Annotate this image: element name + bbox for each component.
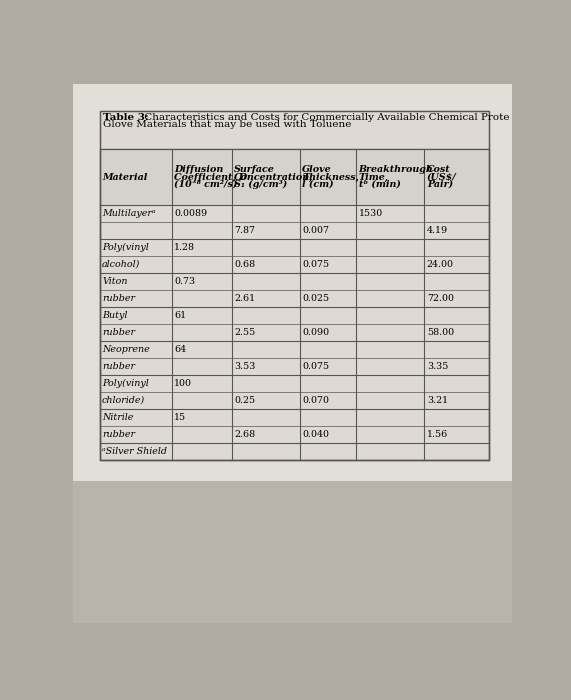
Text: 4.19: 4.19	[427, 226, 448, 235]
Text: 1.56: 1.56	[427, 430, 448, 439]
Text: 0.075: 0.075	[302, 260, 329, 269]
Text: Pair): Pair)	[427, 180, 453, 189]
Text: Coefficient, D: Coefficient, D	[174, 173, 247, 182]
Text: 2.61: 2.61	[234, 294, 255, 303]
Text: 0.040: 0.040	[302, 430, 329, 439]
Text: 0.0089: 0.0089	[174, 209, 207, 218]
Text: Breakthrough: Breakthrough	[359, 165, 433, 174]
Text: 0.68: 0.68	[234, 260, 255, 269]
Text: Thickness,: Thickness,	[302, 173, 359, 182]
Bar	[73, 84, 513, 480]
Text: rubber: rubber	[102, 294, 135, 303]
Text: 0.007: 0.007	[302, 226, 329, 235]
Text: Viton: Viton	[102, 277, 127, 286]
Text: 15: 15	[174, 413, 186, 422]
Text: 61: 61	[174, 311, 186, 320]
Text: Glove Materials that may be used with Toluene: Glove Materials that may be used with To…	[103, 120, 351, 130]
Text: Multilayerᵃ: Multilayerᵃ	[102, 209, 155, 218]
Text: Concentration,: Concentration,	[234, 173, 313, 182]
Text: 1.28: 1.28	[174, 243, 195, 252]
Text: rubber: rubber	[102, 328, 135, 337]
Text: tᵇ (min): tᵇ (min)	[359, 180, 401, 189]
Text: Material: Material	[102, 173, 147, 182]
Text: 3.35: 3.35	[427, 362, 448, 371]
Text: 0.025: 0.025	[302, 294, 329, 303]
Text: Poly(vinyl: Poly(vinyl	[102, 243, 149, 252]
Text: 3.53: 3.53	[234, 362, 256, 371]
Text: 3.21: 3.21	[427, 395, 448, 405]
Text: (10⁻⁸ cm²/s): (10⁻⁸ cm²/s)	[174, 180, 238, 189]
Text: 58.00: 58.00	[427, 328, 454, 337]
Text: Time,: Time,	[359, 173, 389, 182]
Bar	[100, 111, 489, 150]
Text: rubber: rubber	[102, 362, 135, 371]
Text: Surface: Surface	[234, 165, 275, 174]
Text: Neoprene: Neoprene	[102, 345, 150, 354]
Text: 2.55: 2.55	[234, 328, 255, 337]
Text: 0.075: 0.075	[302, 362, 329, 371]
Text: Butyl: Butyl	[102, 311, 127, 320]
Text: Diffusion: Diffusion	[174, 165, 223, 174]
Text: 0.090: 0.090	[302, 328, 329, 337]
Text: rubber: rubber	[102, 430, 135, 439]
Text: 72.00: 72.00	[427, 294, 454, 303]
Bar	[100, 111, 489, 460]
Text: 7.87: 7.87	[234, 226, 255, 235]
Text: S₁ (g/cm³): S₁ (g/cm³)	[234, 180, 288, 189]
Text: Glove: Glove	[302, 165, 332, 174]
Text: l (cm): l (cm)	[302, 180, 334, 189]
Text: 0.73: 0.73	[174, 277, 195, 286]
Text: 0.070: 0.070	[302, 395, 329, 405]
Text: Nitrile: Nitrile	[102, 413, 134, 422]
Bar	[73, 480, 513, 623]
Text: Characteristics and Costs for Commercially Available Chemical Prote: Characteristics and Costs for Commercial…	[140, 113, 509, 122]
Text: 24.00: 24.00	[427, 260, 454, 269]
Text: 64: 64	[174, 345, 186, 354]
Text: Cost: Cost	[427, 165, 451, 174]
Text: alcohol): alcohol)	[102, 260, 140, 269]
Text: 0.25: 0.25	[234, 395, 255, 405]
Text: chloride): chloride)	[102, 395, 145, 405]
Bar	[73, 84, 513, 480]
Text: ᵃSilver Shield: ᵃSilver Shield	[102, 447, 167, 456]
Text: Poly(vinyl: Poly(vinyl	[102, 379, 149, 388]
Text: 2.68: 2.68	[234, 430, 255, 439]
Bar	[100, 150, 489, 460]
Text: 1530: 1530	[359, 209, 383, 218]
Text: 100: 100	[174, 379, 192, 388]
Bar	[100, 150, 489, 460]
Text: Table 3:: Table 3:	[103, 113, 148, 122]
Bar	[100, 150, 489, 205]
Text: (US$/: (US$/	[427, 173, 456, 182]
